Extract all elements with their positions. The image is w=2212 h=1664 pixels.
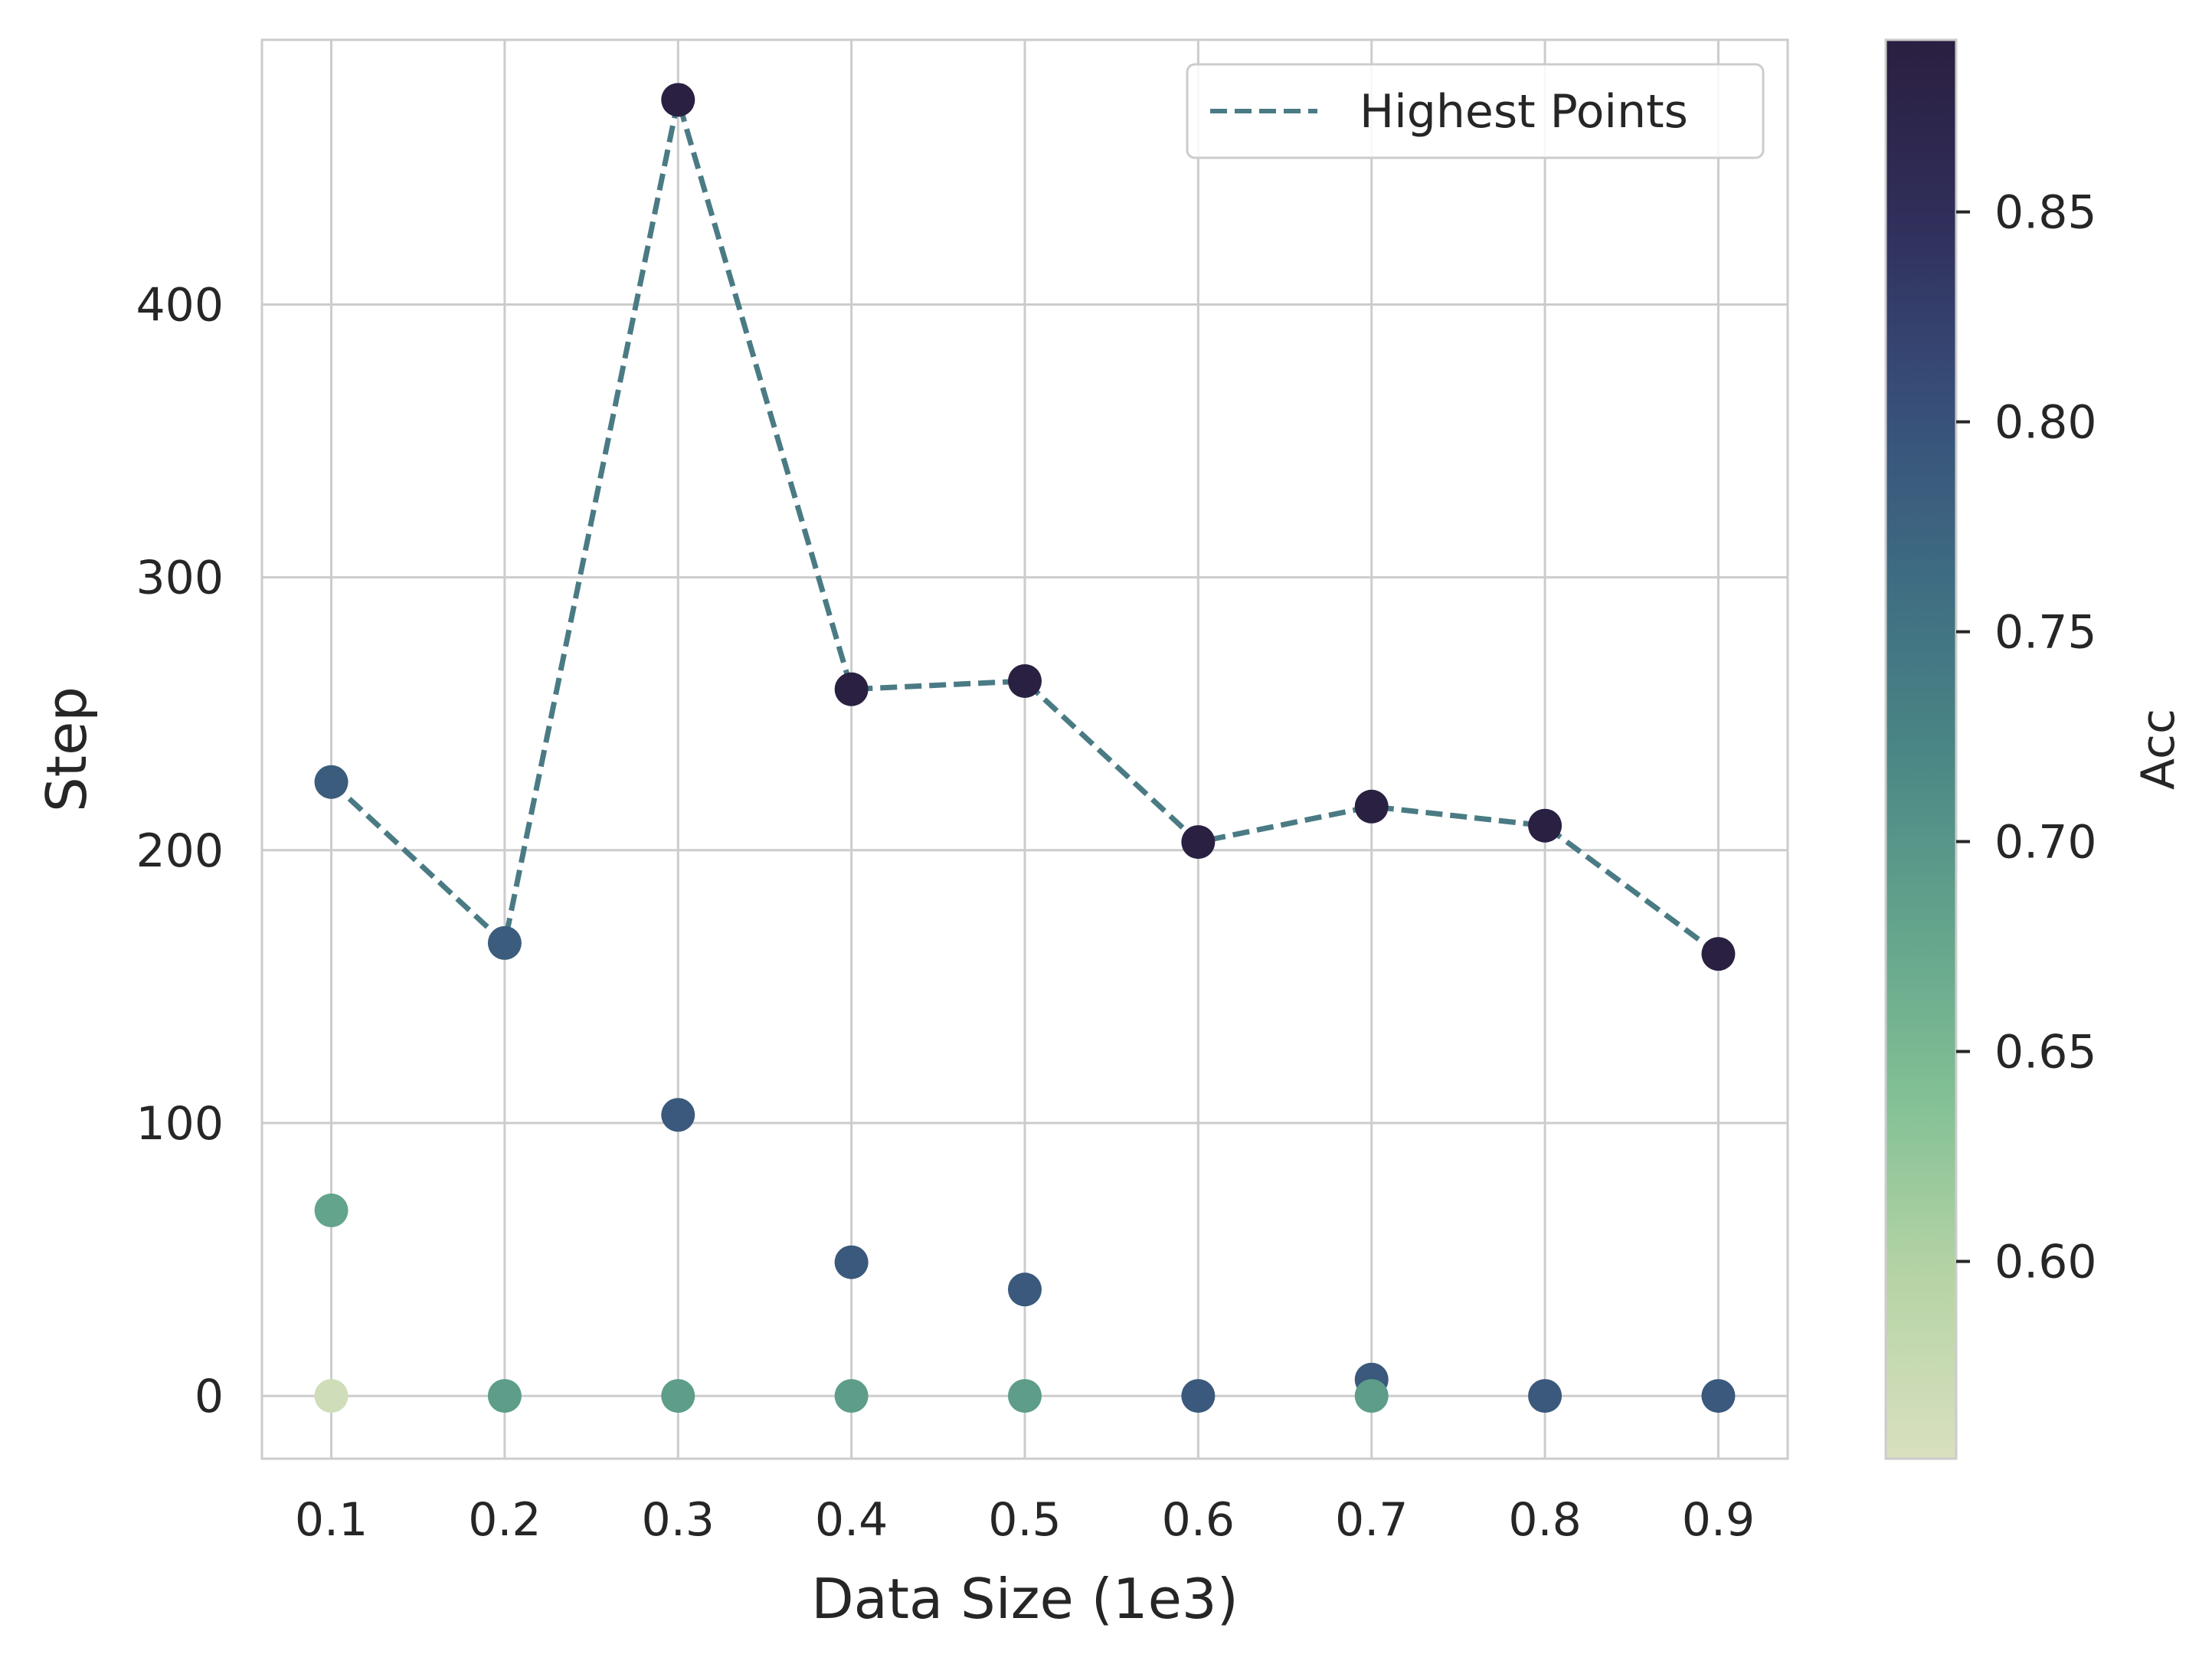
scatter-point [834, 672, 869, 706]
plot-area [260, 38, 1789, 1460]
y-tick-label: 400 [136, 278, 224, 332]
scatter-point [1181, 1379, 1216, 1413]
points-layer [314, 83, 1736, 1413]
colorbar: 0.60 0.65 0.70 0.75 0.80 0.85 Acc [1884, 38, 2185, 1460]
scatter-point [314, 1193, 348, 1227]
scatter-point [487, 1379, 522, 1413]
x-tick-label: 0.1 [295, 1493, 368, 1547]
x-tick-label: 0.3 [642, 1493, 715, 1547]
series-line-highest-points [329, 99, 1720, 956]
scatter-point [314, 765, 348, 799]
x-tick-label: 0.2 [468, 1493, 541, 1547]
y-tick-label: 200 [136, 824, 224, 878]
colorbar-label: Acc [2132, 709, 2185, 790]
colorbar-tick-label: 0.60 [1994, 1235, 2097, 1289]
scatter-point [661, 83, 695, 117]
colorbar-tick-label: 0.75 [1994, 606, 2097, 660]
scatter-point [314, 1379, 348, 1413]
legend-label-highest-points: Highest Points [1360, 85, 1688, 139]
scatter-point [1354, 789, 1389, 824]
x-tick-label: 0.6 [1162, 1493, 1235, 1547]
scatter-point [487, 925, 522, 960]
x-tick-label: 0.7 [1335, 1493, 1408, 1547]
x-axis-ticks: 0.1 0.2 0.3 0.4 0.5 0.6 0.7 0.8 0.9 [295, 1493, 1755, 1547]
colorbar-tick-label: 0.70 [1994, 816, 2097, 870]
colorbar-tick-label: 0.65 [1994, 1026, 2097, 1079]
x-tick-label: 0.4 [815, 1493, 888, 1547]
legend: Highest Points [1186, 63, 1765, 159]
y-tick-label: 0 [195, 1370, 224, 1423]
colorbar-gradient [1886, 40, 1956, 1459]
scatter-point [1008, 663, 1042, 698]
colorbar-tick-label: 0.80 [1994, 396, 2097, 450]
x-tick-label: 0.8 [1508, 1493, 1581, 1547]
scatter-point [1528, 808, 1562, 843]
legend-box [1186, 63, 1765, 159]
scatter-point [1701, 937, 1736, 971]
x-axis-label: Data Size (1e3) [811, 1567, 1239, 1631]
scatter-point [661, 1098, 695, 1132]
colorbar-frame [1884, 38, 1958, 1460]
y-tick-label: 300 [136, 552, 224, 605]
scatter-point [834, 1245, 869, 1279]
series-layer [329, 99, 1720, 956]
scatter-point [1008, 1379, 1042, 1413]
scatter-point [834, 1379, 869, 1413]
y-axis-ticks: 0 100 200 300 400 [136, 278, 224, 1423]
scatter-point [1008, 1273, 1042, 1307]
colorbar-ticks: 0.60 0.65 0.70 0.75 0.80 0.85 [1956, 186, 2097, 1289]
x-tick-label: 0.9 [1682, 1493, 1755, 1547]
scatter-point [1354, 1379, 1389, 1413]
scatter-point [1181, 825, 1216, 860]
colorbar-tick-label: 0.85 [1994, 186, 2097, 240]
scatter-point [1528, 1379, 1562, 1413]
scatter-point [661, 1379, 695, 1413]
y-axis-label: Step [34, 686, 99, 812]
x-tick-label: 0.5 [988, 1493, 1061, 1547]
y-tick-label: 100 [136, 1097, 224, 1151]
plot-frame [260, 38, 1789, 1460]
scatter-point [1701, 1379, 1736, 1413]
